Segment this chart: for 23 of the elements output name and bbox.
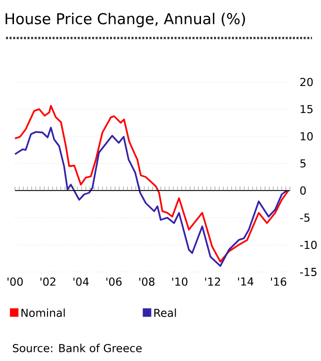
x-tick-label: '14 [238,278,254,286]
legend-label: Nominal [22,308,65,317]
legend-label: Real [154,308,176,317]
x-tick-label: '04 [73,278,89,286]
y-tick-label: -10 [300,240,317,249]
source-note: Source: Bank of Greece [12,344,142,352]
y-tick-label: 10 [300,132,313,140]
line-series [14,126,288,267]
x-tick-label: '12 [205,278,220,286]
x-tick-label: '10 [172,278,188,286]
x-tick-label: '00 [8,278,23,286]
y-tick-label: 0 [300,186,306,195]
x-tick-label: '16 [271,278,286,286]
x-tick-label: '06 [106,278,122,286]
y-tick-label: 5 [300,159,306,168]
x-tick-label: '02 [40,278,56,286]
y-tick-label: -5 [300,214,310,222]
line-series [14,105,290,263]
y-tick-label: -15 [300,268,316,276]
y-tick-label: 15 [300,105,313,114]
y-tick-label: 20 [300,78,313,86]
x-tick-label: '08 [139,278,154,286]
chart-title: House Price Change, Annual (%) [6,12,245,28]
